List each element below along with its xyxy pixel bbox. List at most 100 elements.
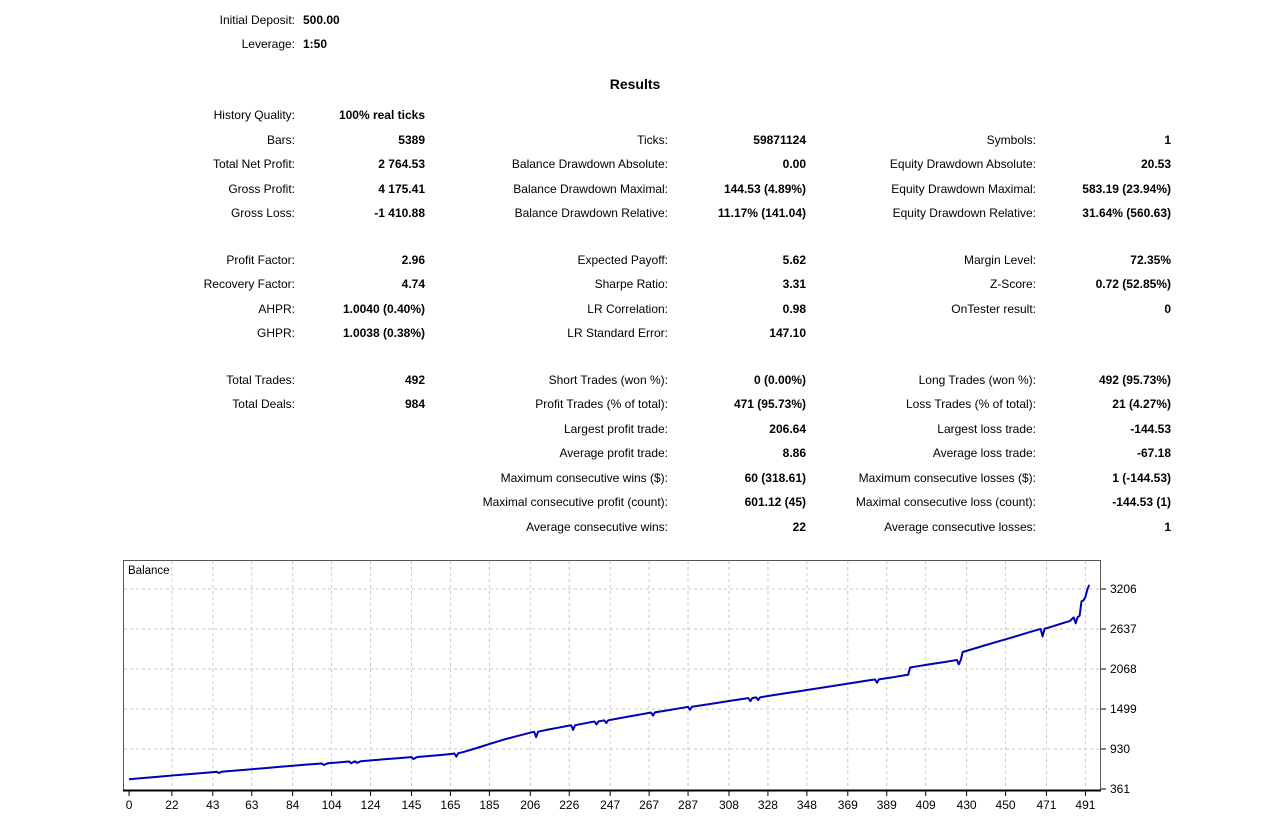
y-tick-label: 2068 [1110,662,1137,676]
stat-label: Balance Drawdown Maximal: [513,181,668,196]
x-tick-label: 185 [479,798,499,812]
stat-label: AHPR: [258,301,295,316]
stat-label: Balance Drawdown Absolute: [511,157,668,171]
stat-value: 492 [404,372,425,387]
stat-value: 1 [1164,132,1171,147]
stat-value: 5389 [398,132,425,147]
x-tick-label: 328 [758,798,778,812]
stat-label: Symbols: [986,132,1036,147]
stat-value: 21 (4.27%) [1112,397,1171,411]
x-tick-label: 84 [286,798,300,812]
stat-label: History Quality: [213,108,295,122]
stat-value: -144.53 [1130,421,1171,436]
stat-label [0,466,295,491]
stat-value: 583.19 (23.94%) [1082,181,1171,196]
stat-value: 2 764.53 [378,157,425,171]
stat-value: 492 (95.73%) [1098,372,1171,387]
stat-value: 11.17% (141.04) [717,206,806,220]
stat-label: Balance Drawdown Relative: [514,206,668,220]
leverage-label: Leverage: [241,37,295,51]
stat-label: Margin Level: [963,252,1036,267]
chart-border [123,560,1101,791]
stat-label: Long Trades (won %): [918,372,1036,387]
x-tick-label: 165 [440,798,460,812]
stat-label: Ticks: [637,132,668,147]
balance-chart-svg: 0 22 43 63 84 104 124 145 165 185 206 226 247 267 287 3… [123,560,1137,812]
stat-value [1036,321,1171,346]
stat-label: Loss Trades (% of total): [905,397,1036,411]
stat-label [0,490,295,515]
stat-label: Maximal consecutive profit (count): [482,495,668,509]
x-tick-label: 247 [600,798,620,812]
stat-label: Recovery Factor: [203,277,295,291]
stat-label: LR Correlation: [587,301,668,316]
stat-value [295,417,425,442]
stat-value: 2.96 [401,252,425,267]
stat-label: Maximum consecutive wins ($): [500,470,668,485]
stat-value: 144.53 (4.89%) [723,181,806,196]
stat-label: Z-Score: [989,277,1036,291]
stat-value: -67.18 [1136,446,1171,460]
stat-value: 0 [1164,301,1171,316]
y-tick-label: 3206 [1110,582,1137,596]
x-tick-label: 471 [1036,798,1056,812]
stat-value: 4.74 [401,277,425,291]
stat-label: LR Standard Error: [567,326,668,340]
stat-value: 5.62 [782,252,806,267]
stat-label: Equity Drawdown Maximal: [891,181,1036,196]
stat-value: 0.00 [782,157,806,171]
x-tick-label: 63 [245,798,259,812]
results-title: Results [609,76,661,92]
stat-label: Total Net Profit: [212,157,295,171]
stat-label [806,321,1036,346]
stat-value: -1 410.88 [374,206,425,220]
x-tick-label: 0 [126,798,133,812]
x-tick-label: 226 [559,798,579,812]
stat-value: 147.10 [769,326,806,340]
x-tick-label: 145 [401,798,421,812]
stat-label: Equity Drawdown Absolute: [889,157,1036,171]
row-spacer [0,346,1171,368]
x-tick-label: 491 [1075,798,1095,812]
stat-label: Largest loss trade: [937,421,1036,436]
stat-label: OnTester result: [951,301,1036,316]
stat-label [0,417,295,442]
x-tick-label: 430 [957,798,977,812]
stat-value: -144.53 (1) [1112,495,1171,509]
initial-deposit-value: 500.00 [303,13,340,27]
stat-value: 206.64 [769,421,806,436]
x-tick-label: 43 [206,798,220,812]
y-tick-label: 1499 [1110,702,1137,716]
stat-label [0,441,295,466]
stat-value: 1 [1164,519,1171,534]
x-tick-label: 409 [916,798,936,812]
chart-title-label: Balance [128,565,170,577]
stat-value: 0.72 (52.85%) [1095,277,1171,291]
stat-label [806,103,1036,128]
x-tick-label: 369 [838,798,858,812]
stat-label: Equity Drawdown Relative: [892,206,1036,220]
deposit-info: Initial Deposit: 500.00 Leverage: 1:50 [0,8,595,56]
stat-value: 4 175.41 [378,181,425,196]
stat-label: Average loss trade: [932,446,1036,460]
y-tick-label: 930 [1110,742,1130,756]
stat-label: Average consecutive losses: [884,519,1036,534]
stat-value: 31.64% (560.63) [1082,206,1171,220]
stat-label: GHPR: [256,326,295,340]
y-tick-label: 2637 [1110,622,1137,636]
stat-value: 22 [792,519,806,534]
stat-value: 20.53 [1140,157,1171,171]
stat-value: 100% real ticks [338,108,425,122]
x-tick-label: 206 [520,798,540,812]
x-tick-label: 267 [639,798,659,812]
balance-chart: 0 22 43 63 84 104 124 145 165 185 206 226 247 267 287 3… [123,560,1280,822]
stat-value: 1 (-144.53) [1112,470,1171,485]
stat-label: Profit Factor: [226,252,295,267]
y-tick-label: 361 [1110,782,1130,796]
x-tick-label: 308 [719,798,739,812]
stat-label: Average consecutive wins: [526,519,668,534]
x-tick-label: 124 [361,798,381,812]
stat-value [295,441,425,466]
stat-value: 60 (318.61) [744,470,806,485]
stat-label: Gross Profit: [228,181,295,196]
